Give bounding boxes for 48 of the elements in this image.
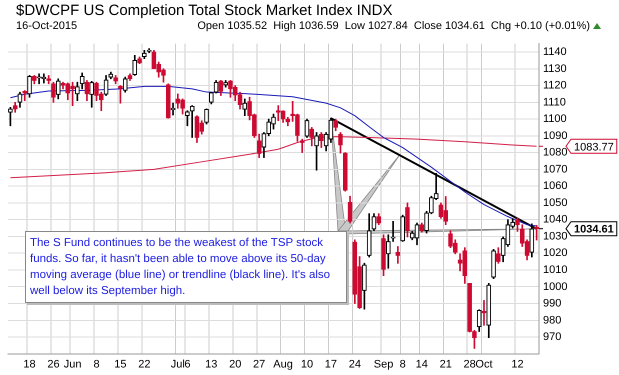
- x-tick-label: 26: [47, 358, 60, 370]
- y-tick-label: 970: [543, 331, 562, 344]
- x-tick-label: 8: [400, 358, 406, 370]
- x-tick-label: Oct: [475, 358, 493, 370]
- x-tick-label: Sep: [374, 358, 394, 370]
- candlestick: [482, 300, 486, 326]
- text: 1083.77: [574, 141, 614, 154]
- x-tick-label: 22: [138, 358, 150, 370]
- y-tick-label: 1080: [543, 146, 568, 159]
- x-tick-label: 14: [416, 358, 428, 370]
- text: Open 1035.52 High 1036.59 Low 1027.84 Close 1034.61 Chg +0.10 (+0.01%): [197, 20, 590, 32]
- x-tick-label: 15: [114, 358, 127, 370]
- y-tick-label: 1040: [543, 214, 568, 226]
- x-tick-label: 17: [324, 358, 338, 370]
- x-tick-label: Jun: [64, 358, 82, 370]
- x-tick-label: 13: [205, 358, 218, 370]
- y-tick-label: 1110: [543, 96, 566, 108]
- chart-title: $DWCPF US Completion Total Stock Market Index INDX: [16, 2, 393, 19]
- x-tick-label: 12: [511, 358, 524, 370]
- y-tick-label: 1100: [543, 113, 567, 126]
- x-tick-label: 8: [93, 358, 100, 370]
- x-tick-label: 24: [348, 358, 361, 370]
- x-tick-label: 10: [300, 358, 314, 370]
- x-tick-label: 21: [440, 358, 452, 370]
- x-tick-label: 27: [253, 358, 266, 370]
- x-tick-label: 6: [184, 358, 190, 370]
- chart-subtitle: 16-Oct-2015: [16, 20, 78, 32]
- y-tick-label: 1000: [543, 280, 568, 293]
- x-tick-label: Jul: [170, 358, 185, 370]
- y-tick-label: 1030: [543, 230, 568, 242]
- candlestick: [170, 102, 176, 116]
- y-tick-label: 1090: [543, 130, 568, 142]
- y-tick-label: 1130: [543, 62, 567, 75]
- y-tick-label: 1070: [543, 163, 568, 176]
- x-tick-label: 28: [464, 358, 476, 370]
- y-tick-label: 1050: [543, 196, 568, 209]
- text: 1034.61: [574, 224, 614, 236]
- y-tick-label: 980: [543, 314, 562, 326]
- y-tick-label: 1010: [543, 264, 568, 276]
- x-tick-label: Aug: [273, 358, 293, 370]
- x-tick-label: 20: [229, 358, 242, 370]
- y-tick-label: 990: [543, 298, 562, 310]
- y-tick-label: 1020: [543, 247, 568, 260]
- annotation: The S Fund continues to be the weakest of the TSP stock funds. So far, it hasn't been able to move above its 50-day moving average (blue line) or trendline (black line). It's also well below its September high.: [25, 231, 347, 303]
- x-tick-label: 18: [23, 358, 36, 370]
- y-tick-label: 1140: [543, 46, 567, 58]
- y-tick-label: 1060: [543, 180, 568, 192]
- y-tick-label: 1120: [543, 80, 567, 92]
